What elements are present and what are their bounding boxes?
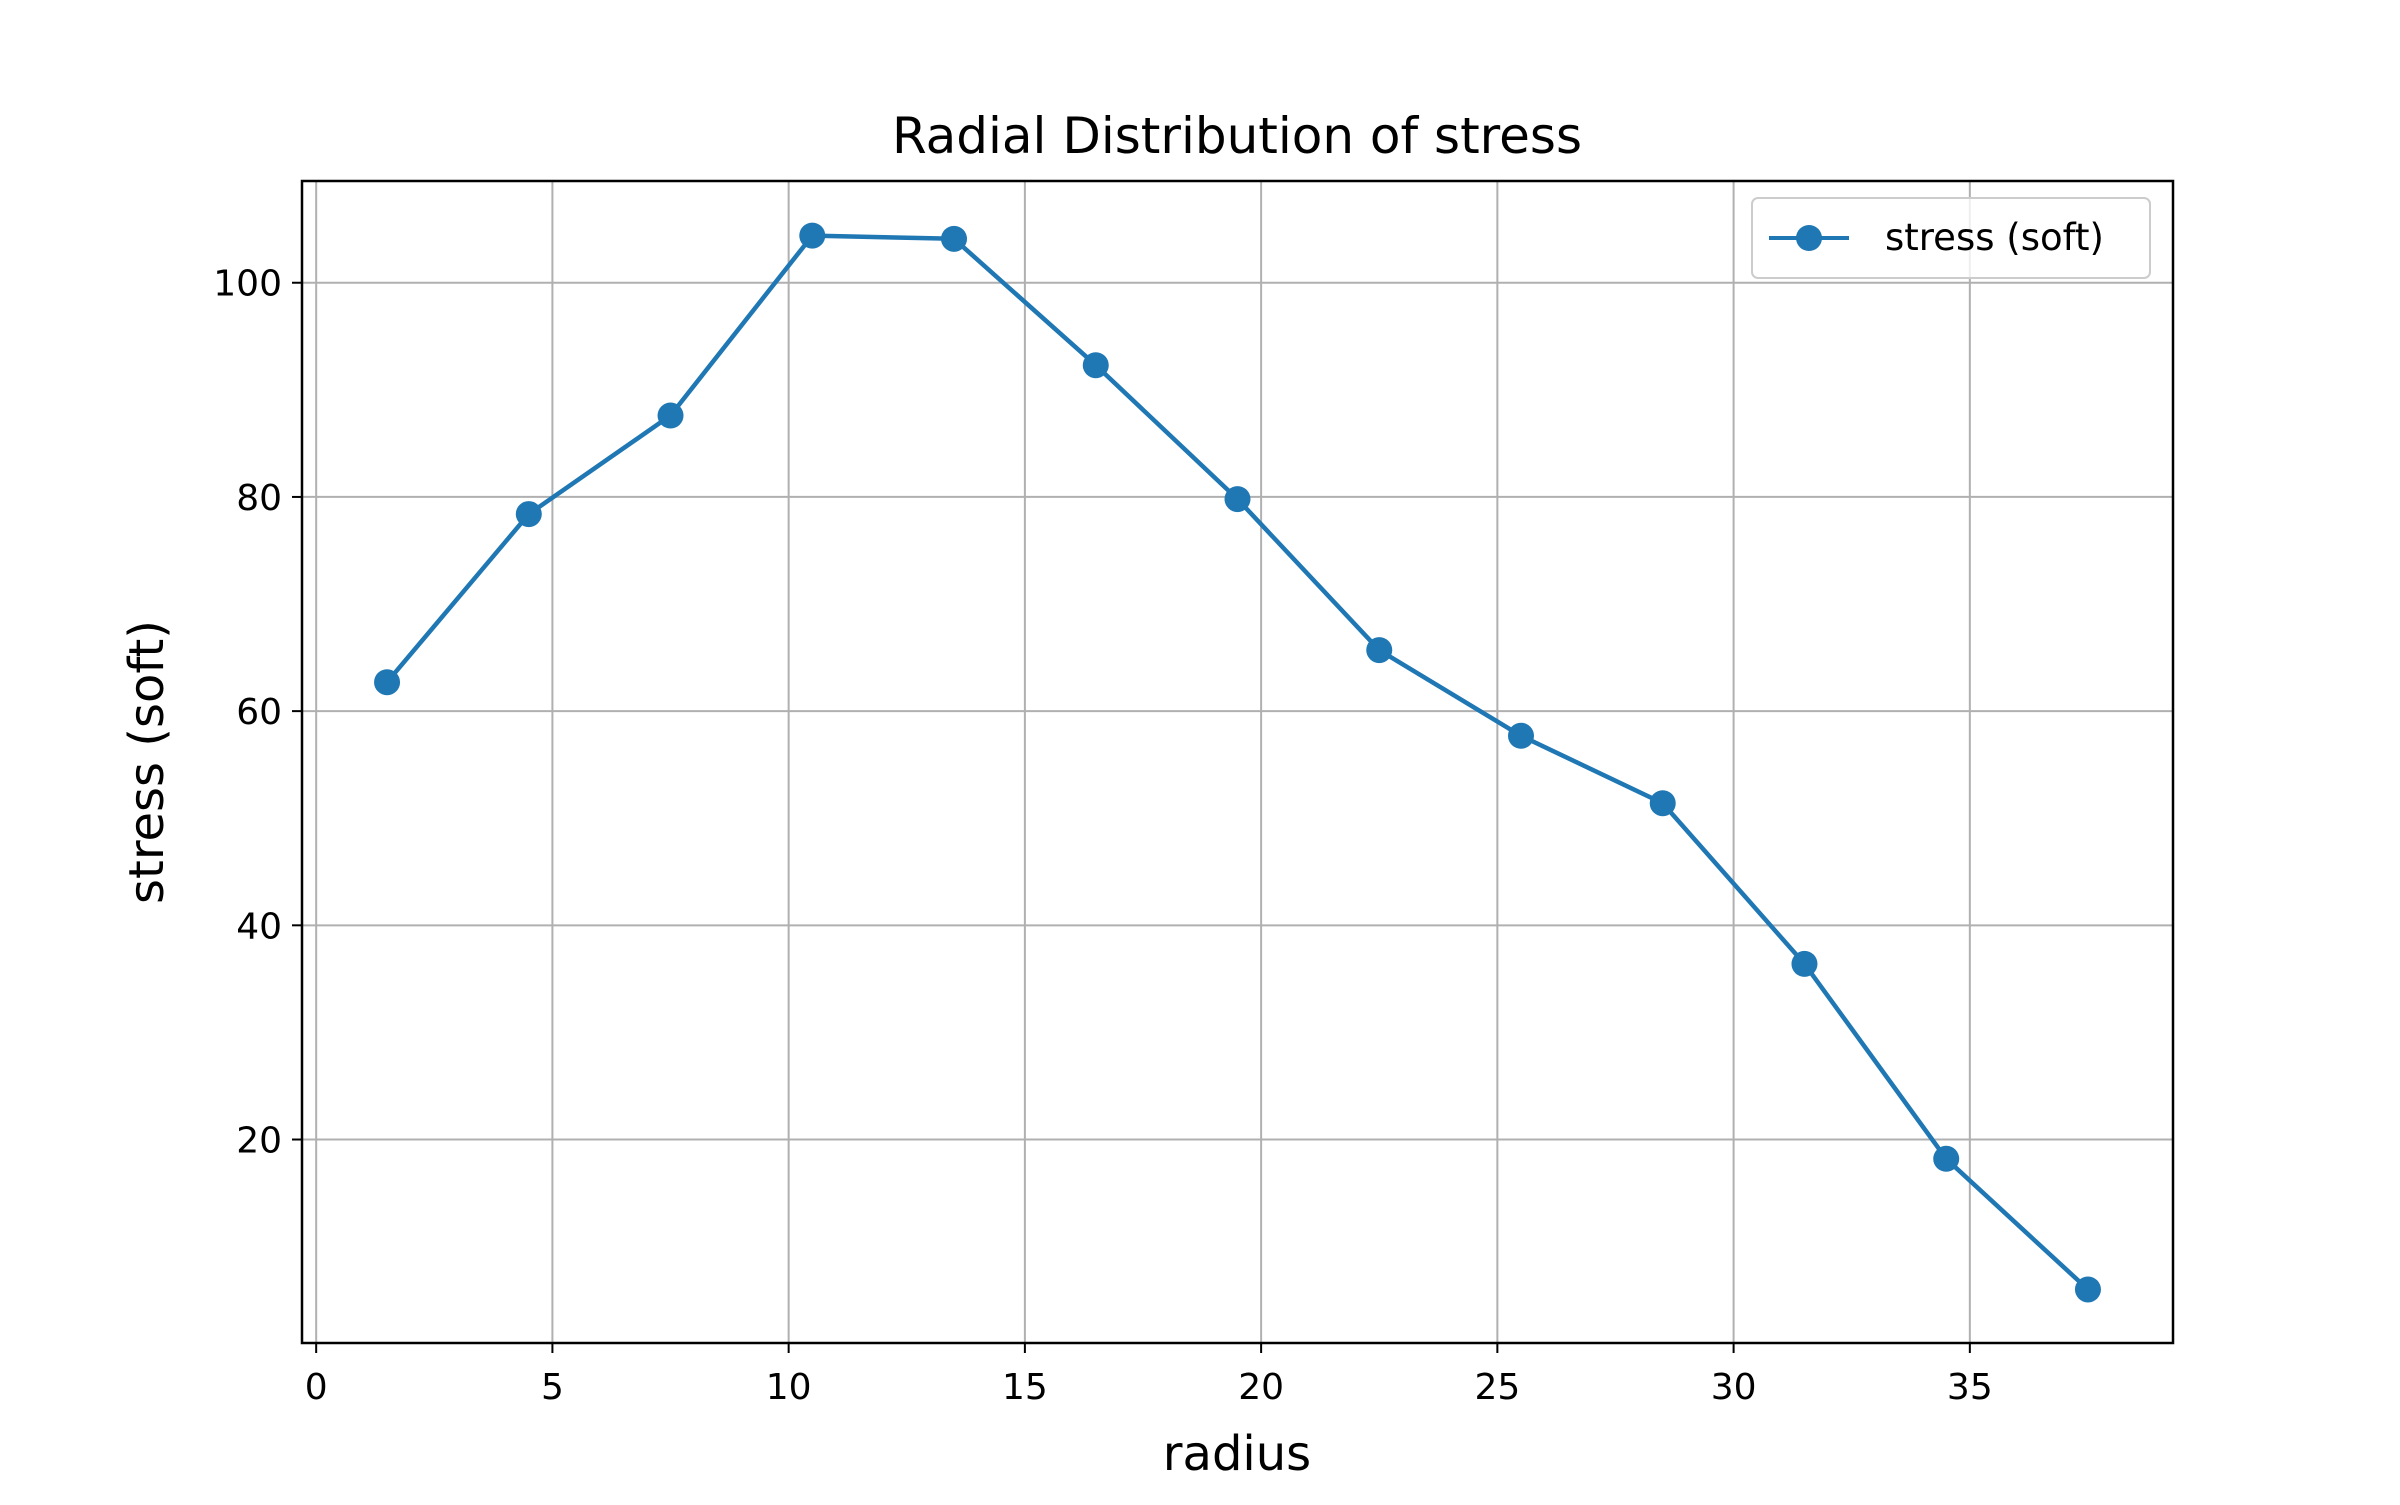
y-axis-label: stress (soft) [119, 620, 175, 904]
x-tick-label: 0 [305, 1367, 328, 1408]
grid-lines [302, 181, 2173, 1343]
chart-title: Radial Distribution of stress [892, 107, 1582, 165]
legend: stress (soft) [1751, 197, 2151, 279]
x-tick-label: 20 [1238, 1367, 1284, 1408]
axis-ticks: 0 5 10 15 20 25 30 35 20 40 60 80 100 [213, 264, 1992, 1408]
data-point [941, 225, 968, 252]
y-tick-label: 40 [236, 906, 282, 947]
x-axis-label: radius [1163, 1426, 1311, 1482]
data-point [657, 402, 684, 429]
y-tick-label: 60 [236, 692, 282, 733]
x-tick-label: 10 [766, 1367, 812, 1408]
data-point [1507, 722, 1534, 749]
data-point [374, 669, 401, 696]
series-line [384, 233, 2091, 1292]
x-tick-label: 5 [541, 1367, 564, 1408]
x-tick-label: 35 [1947, 1367, 1993, 1408]
data-point [1366, 637, 1393, 664]
data-point [1082, 352, 1109, 379]
x-tick-label: 15 [1002, 1367, 1048, 1408]
data-point [1649, 790, 1676, 817]
series-layer [374, 222, 2101, 1303]
data-point [515, 501, 542, 528]
y-tick-label: 20 [236, 1121, 282, 1162]
y-tick-label: 100 [213, 264, 282, 305]
y-tick-label: 80 [236, 478, 282, 519]
data-point [1224, 486, 1251, 513]
data-point [1791, 950, 1818, 977]
data-point [799, 222, 826, 249]
data-point [2074, 1276, 2101, 1303]
plot-area-frame [300, 179, 2175, 1345]
legend-label: stress (soft) [1885, 216, 2104, 259]
legend-marker-swatch [1796, 225, 1822, 251]
x-tick-label: 25 [1474, 1367, 1520, 1408]
legend-box [1751, 197, 2151, 279]
data-point [1933, 1145, 1960, 1172]
x-tick-label: 30 [1711, 1367, 1757, 1408]
